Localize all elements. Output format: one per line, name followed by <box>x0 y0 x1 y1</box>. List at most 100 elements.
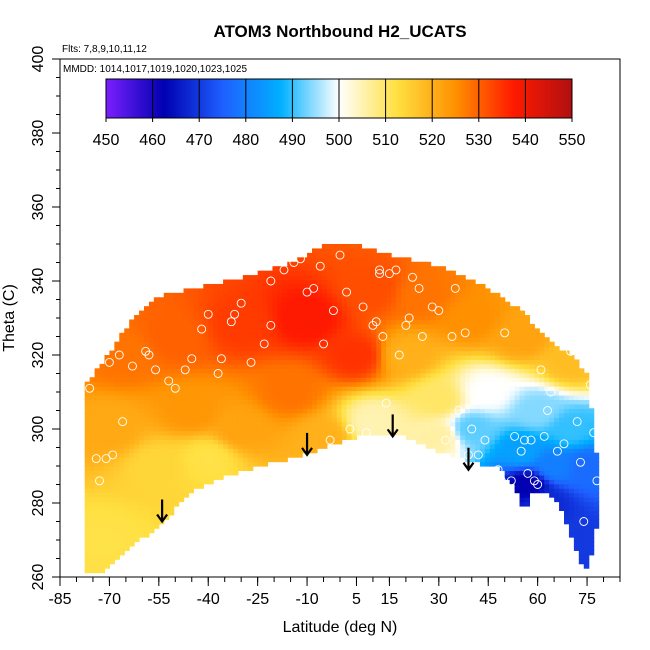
heatmap-cell <box>504 306 511 312</box>
heatmap-cell <box>148 390 155 396</box>
heatmap-cell <box>366 306 372 312</box>
heatmap-cell <box>415 372 422 378</box>
heatmap-cell <box>440 341 447 347</box>
heatmap-cell <box>564 394 570 400</box>
heatmap-cell <box>223 332 229 338</box>
heatmap-cell <box>139 341 145 347</box>
heatmap-cell <box>430 394 437 400</box>
heatmap-cell <box>425 439 432 445</box>
heatmap-cell <box>346 350 353 356</box>
heatmap-cell <box>341 346 348 352</box>
heatmap-cell <box>109 408 115 414</box>
heatmap-cell <box>440 301 447 307</box>
heatmap-cell <box>129 368 135 374</box>
colorbar-swatch <box>122 79 126 118</box>
heatmap-cell <box>223 368 229 374</box>
heatmap-cell <box>242 372 249 378</box>
heatmap-cell <box>549 474 555 480</box>
heatmap-cell <box>381 292 387 298</box>
heatmap-cell <box>455 332 461 338</box>
heatmap-cell <box>277 434 283 440</box>
heatmap-cell <box>445 381 451 387</box>
heatmap-cell <box>386 257 392 263</box>
heatmap-cell <box>119 483 125 489</box>
heatmap-cell <box>104 368 111 374</box>
heatmap-cell <box>257 430 264 436</box>
heatmap-cell <box>237 306 244 312</box>
heatmap-cell <box>188 430 195 436</box>
heatmap-cell <box>420 266 427 272</box>
heatmap-cell <box>99 545 106 551</box>
heatmap-cell <box>178 381 185 387</box>
heatmap-cell <box>316 279 323 285</box>
heatmap-cell <box>534 341 540 347</box>
heatmap-cell <box>168 483 175 489</box>
heatmap-cell <box>203 292 209 298</box>
heatmap-cell <box>568 519 575 525</box>
heatmap-cell <box>168 452 175 458</box>
heatmap-cell <box>361 337 367 343</box>
heatmap-cell <box>203 328 209 334</box>
heatmap-cell <box>287 386 293 392</box>
x-tick-label: -85 <box>48 591 71 608</box>
heatmap-cell <box>292 270 298 276</box>
colorbar-swatch <box>350 79 354 118</box>
heatmap-cell <box>331 421 338 427</box>
heatmap-cell <box>257 279 264 285</box>
heatmap-cell <box>430 421 437 427</box>
heatmap-cell <box>297 315 303 321</box>
heatmap-cell <box>84 470 91 476</box>
heatmap-cell <box>386 341 392 347</box>
heatmap-cell <box>163 399 170 405</box>
heatmap-cell <box>297 341 303 347</box>
colorbar-swatch <box>476 79 480 118</box>
heatmap-cell <box>163 355 170 361</box>
heatmap-cell <box>178 412 185 418</box>
heatmap-cell <box>312 341 318 347</box>
heatmap-cell <box>237 403 244 409</box>
heatmap-cell <box>460 283 466 289</box>
heatmap-cell <box>489 408 496 414</box>
heatmap-cell <box>529 461 535 467</box>
heatmap-cell <box>341 275 348 281</box>
heatmap-cell <box>430 332 437 338</box>
heatmap-cell <box>262 368 269 374</box>
heatmap-cell <box>578 497 585 503</box>
heatmap-cell <box>223 470 229 476</box>
heatmap-cell <box>168 421 175 427</box>
heatmap-cell <box>475 368 481 374</box>
heatmap-cell <box>144 377 150 383</box>
heatmap-cell <box>208 443 214 449</box>
heatmap-cell <box>312 350 318 356</box>
heatmap-cell <box>144 479 150 485</box>
heatmap-cell <box>109 488 115 494</box>
heatmap-cell <box>114 466 120 472</box>
colorbar-swatch <box>231 79 235 118</box>
heatmap-cell <box>321 426 328 432</box>
heatmap-cell <box>148 412 155 418</box>
heatmap-cell <box>193 466 199 472</box>
heatmap-cell <box>153 510 160 516</box>
heatmap-cell <box>381 266 387 272</box>
heatmap-cell <box>168 470 175 476</box>
heatmap-cell <box>519 323 526 329</box>
heatmap-cell <box>129 394 135 400</box>
heatmap-cell <box>346 279 353 285</box>
heatmap-cell <box>465 412 471 418</box>
heatmap-cell <box>104 439 111 445</box>
heatmap-cell <box>292 421 298 427</box>
heatmap-cell <box>470 355 476 361</box>
heatmap-cell <box>287 350 293 356</box>
heatmap-cell <box>465 377 471 383</box>
colorbar-swatch <box>112 79 116 118</box>
colorbar-tick-label: 480 <box>232 132 259 149</box>
heatmap-cell <box>460 306 466 312</box>
heatmap-cell <box>568 417 575 423</box>
observation-point <box>197 324 207 334</box>
heatmap-cell <box>129 443 135 449</box>
heatmap-cell <box>188 421 195 427</box>
heatmap-cell <box>312 252 318 258</box>
heatmap-cell <box>307 355 313 361</box>
heatmap-cell <box>307 408 313 414</box>
heatmap-cell <box>124 488 130 494</box>
